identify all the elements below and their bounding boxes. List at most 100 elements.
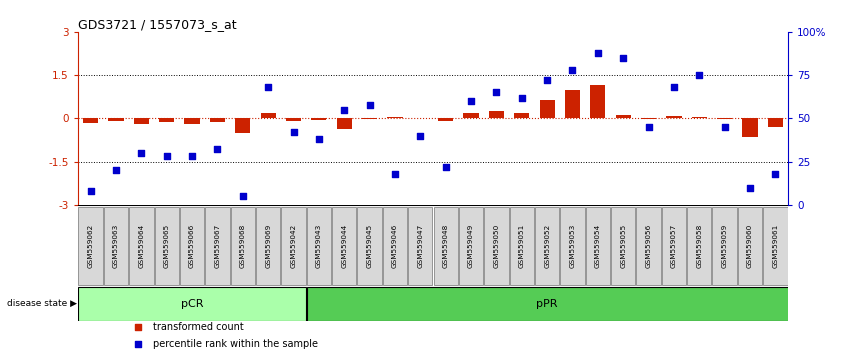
Bar	[79, 287, 306, 321]
Bar	[666, 116, 682, 118]
Point	[338, 107, 352, 113]
Text: GSM559059: GSM559059	[721, 224, 727, 268]
Bar	[281, 207, 306, 285]
Bar	[509, 207, 534, 285]
Bar	[459, 207, 483, 285]
Bar	[210, 118, 225, 122]
Bar	[154, 207, 179, 285]
Point	[439, 164, 453, 170]
Point	[185, 154, 199, 159]
Text: GSM559057: GSM559057	[671, 224, 677, 268]
Bar	[692, 116, 707, 118]
Bar	[591, 85, 605, 118]
Text: GSM559052: GSM559052	[544, 224, 550, 268]
Text: GSM559051: GSM559051	[519, 224, 525, 268]
Text: GSM559050: GSM559050	[494, 224, 500, 268]
Text: pPR: pPR	[536, 299, 558, 309]
Bar	[611, 207, 636, 285]
Point	[489, 90, 503, 95]
Text: GSM559068: GSM559068	[240, 224, 246, 268]
Bar	[463, 113, 479, 118]
Bar	[488, 111, 504, 118]
Bar	[387, 117, 403, 118]
Bar	[540, 101, 555, 118]
Text: GSM559064: GSM559064	[139, 224, 145, 268]
Text: GSM559065: GSM559065	[164, 224, 170, 268]
Point	[464, 98, 478, 104]
Bar	[408, 207, 432, 285]
Point	[515, 95, 529, 101]
Point	[718, 124, 732, 130]
Bar	[307, 207, 331, 285]
Point	[210, 147, 224, 152]
Text: GSM559067: GSM559067	[215, 224, 221, 268]
Bar	[311, 118, 326, 120]
Bar	[129, 207, 153, 285]
Text: GSM559054: GSM559054	[595, 224, 601, 268]
Point	[236, 193, 249, 199]
Bar	[560, 207, 585, 285]
Bar	[717, 118, 733, 120]
Point	[693, 72, 707, 78]
Text: GSM559069: GSM559069	[265, 224, 271, 268]
Bar	[83, 118, 98, 123]
Bar	[358, 207, 382, 285]
Point	[413, 133, 427, 138]
Text: GSM559066: GSM559066	[189, 224, 195, 268]
Bar	[205, 207, 229, 285]
Bar	[159, 118, 174, 122]
Point	[287, 129, 301, 135]
Text: GSM559055: GSM559055	[620, 224, 626, 268]
Text: GSM559043: GSM559043	[316, 224, 322, 268]
Bar	[133, 118, 149, 124]
Point	[84, 188, 98, 194]
Bar	[104, 207, 128, 285]
Bar	[616, 115, 630, 118]
Point	[540, 78, 554, 83]
Point	[109, 167, 123, 173]
Bar	[742, 118, 758, 137]
Text: GSM559056: GSM559056	[645, 224, 651, 268]
Point	[388, 171, 402, 177]
Text: GSM559058: GSM559058	[696, 224, 702, 268]
Text: disease state ▶: disease state ▶	[8, 299, 77, 308]
Bar	[565, 90, 580, 118]
Bar	[763, 207, 787, 285]
Bar	[713, 207, 737, 285]
Point	[743, 185, 757, 190]
Text: GSM559042: GSM559042	[290, 224, 296, 268]
Text: GSM559062: GSM559062	[87, 224, 94, 268]
Bar	[108, 118, 124, 121]
Bar	[79, 207, 103, 285]
Bar	[438, 118, 453, 121]
Text: GSM559044: GSM559044	[341, 224, 347, 268]
Bar	[286, 118, 301, 121]
Bar	[261, 113, 275, 118]
Point	[159, 154, 173, 159]
Text: GSM559048: GSM559048	[443, 224, 449, 268]
Bar	[637, 207, 661, 285]
Bar	[332, 207, 357, 285]
Text: transformed count: transformed count	[152, 322, 243, 332]
Point	[617, 55, 630, 61]
Point	[363, 102, 377, 107]
Bar	[514, 113, 529, 118]
Point	[667, 84, 681, 90]
Text: GSM559049: GSM559049	[468, 224, 474, 268]
Text: GDS3721 / 1557073_s_at: GDS3721 / 1557073_s_at	[78, 18, 236, 31]
Point	[642, 124, 656, 130]
Text: GSM559045: GSM559045	[366, 224, 372, 268]
Text: GSM559061: GSM559061	[772, 224, 779, 268]
Text: GSM559047: GSM559047	[417, 224, 423, 268]
Text: percentile rank within the sample: percentile rank within the sample	[152, 339, 318, 349]
Bar	[662, 207, 686, 285]
Bar	[383, 207, 407, 285]
Bar	[484, 207, 508, 285]
Bar	[362, 118, 378, 120]
Point	[591, 50, 604, 56]
Bar	[256, 207, 281, 285]
Text: GSM559053: GSM559053	[570, 224, 576, 268]
Point	[262, 84, 275, 90]
Point	[768, 171, 782, 177]
Bar	[738, 207, 762, 285]
